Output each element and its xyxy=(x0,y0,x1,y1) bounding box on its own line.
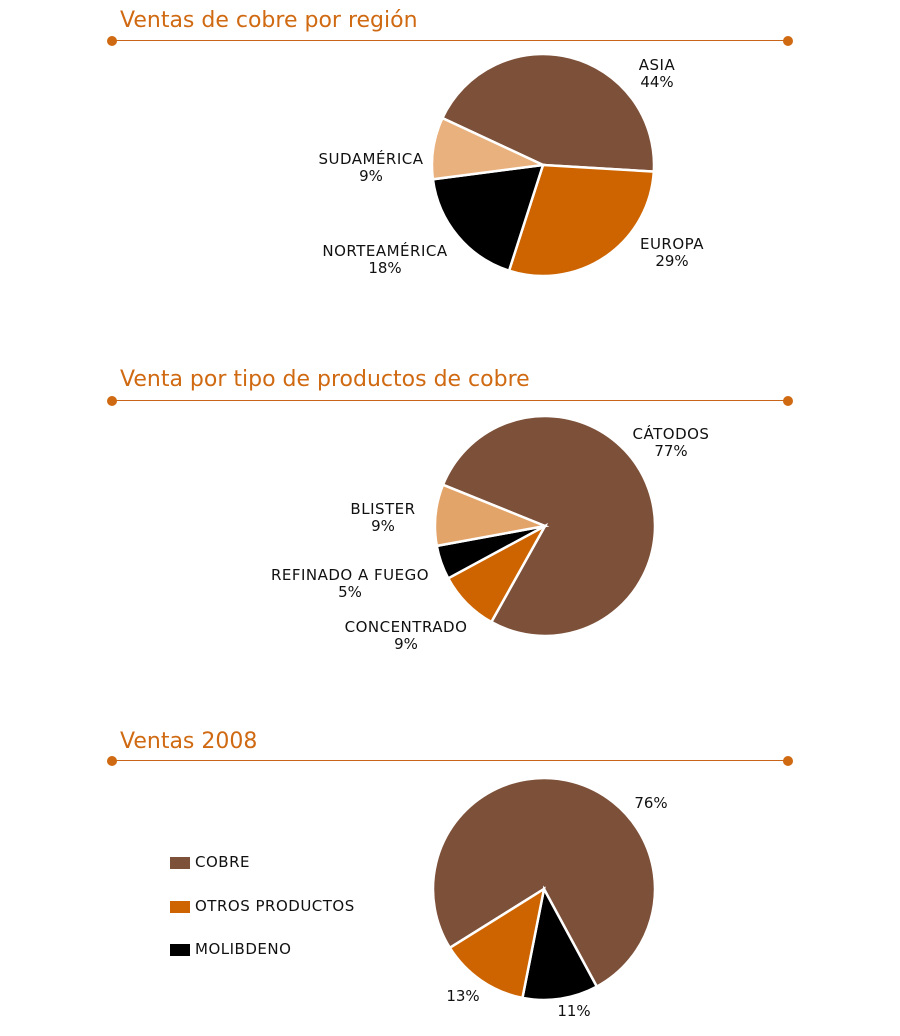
rule-dot-left xyxy=(107,756,117,766)
pie-slice-europa xyxy=(507,163,656,278)
rule-dot-left xyxy=(107,396,117,406)
legend-swatch xyxy=(170,857,190,869)
rule-dot-right xyxy=(783,36,793,46)
slice-percent-label: 9% xyxy=(394,635,418,653)
slice-percent-label: 9% xyxy=(359,167,383,185)
pie-slice-blister xyxy=(433,483,550,548)
chart-title-region: Ventas de cobre por región xyxy=(120,8,418,33)
slice-name-label: ASIA xyxy=(639,56,676,74)
slice-percent-label: 13% xyxy=(446,987,479,1005)
slice-percent-label: 11% xyxy=(557,1002,590,1020)
slice-name-label: EUROPA xyxy=(640,235,704,253)
slice-percent-label: 9% xyxy=(371,517,395,535)
slice-percent-label: 77% xyxy=(654,442,687,460)
legend-swatch xyxy=(170,944,190,956)
legend-label: COBRE xyxy=(195,853,250,871)
slice-percent-label: 18% xyxy=(368,259,401,277)
rule-dot-right xyxy=(783,396,793,406)
slice-name-label: REFINADO A FUEGO xyxy=(271,566,429,584)
pie-slice-cobre xyxy=(431,776,657,989)
legend-swatch xyxy=(170,901,190,913)
legend-label: OTROS PRODUCTOS xyxy=(195,897,355,915)
chart-title-products: Venta por tipo de productos de cobre xyxy=(120,367,530,392)
slice-percent-label: 76% xyxy=(634,794,667,812)
rule-dot-left xyxy=(107,36,117,46)
slice-name-label: NORTEAMÉRICA xyxy=(322,241,447,260)
slice-percent-label: 29% xyxy=(655,252,688,270)
slice-name-label: BLISTER xyxy=(350,500,415,518)
chart-title-sales-2008: Ventas 2008 xyxy=(120,729,258,754)
pie-slice-c-todos xyxy=(441,414,657,638)
slice-name-label: SUDAMÉRICA xyxy=(318,149,423,168)
title-rule xyxy=(112,400,788,401)
legend-label: MOLIBDENO xyxy=(195,940,292,958)
pie-slice-otros-productos xyxy=(448,886,546,1000)
slice-name-label: CONCENTRADO xyxy=(345,618,468,636)
title-rule xyxy=(112,40,788,41)
slice-percent-label: 5% xyxy=(338,583,362,601)
rule-dot-right xyxy=(783,756,793,766)
pie-slice-norteam-rica xyxy=(431,163,545,273)
slice-name-label: CÁTODOS xyxy=(633,424,710,443)
slice-percent-label: 44% xyxy=(640,73,673,91)
pie-slice-molibdeno xyxy=(520,885,599,1002)
title-rule xyxy=(112,760,788,761)
pie-slice-sudam-rica xyxy=(430,116,548,181)
